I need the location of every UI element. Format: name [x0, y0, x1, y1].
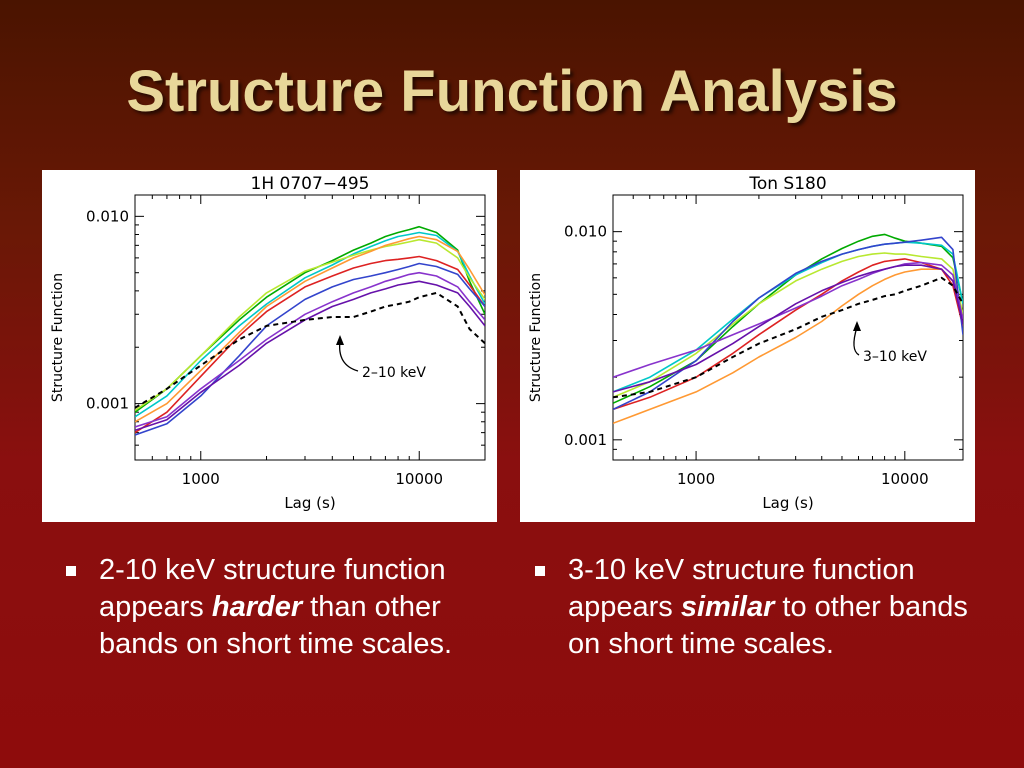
annotation-arrowhead: [336, 335, 344, 345]
x-tick-label: 10000: [881, 470, 929, 488]
series-line: [135, 280, 485, 432]
bullet-text-right: 3-10 keV structure function appears simi…: [568, 552, 975, 663]
structure-function-chart-tons180: 1000 10000 0.001 0.010 Ton S180 Lag (s) Struct…: [528, 174, 964, 512]
annotation-text: 3–10 keV: [863, 349, 927, 365]
y-tick-label: 0.001: [86, 395, 129, 413]
y-tick-label: 0.001: [564, 431, 607, 449]
annotation-arrow-line: [853, 326, 860, 356]
structure-function-chart-1h0707: 1000 10000 0.001 0.010 1H 0707−495 Lag (s) Str…: [50, 174, 486, 512]
bullet-text-pre: 2-10 keV structure function appears: [99, 554, 446, 623]
x-axis-label: Lag (s): [762, 494, 813, 512]
series-line: [613, 264, 963, 393]
x-axis-label: Lag (s): [284, 494, 335, 512]
x-tick-label: 1000: [182, 470, 220, 488]
bullet-text-post: to other bands on short time scales.: [568, 591, 968, 660]
bullet-marker: [66, 566, 76, 576]
series-line: [135, 225, 485, 413]
bullet-text-left: 2-10 keV structure function appears hard…: [99, 552, 511, 663]
chart-panel-1h0707: 1000 10000 0.001 0.010 1H 0707−495 Lag (s) Str…: [42, 170, 497, 522]
x-tick-label: 1000: [677, 470, 715, 488]
bullet-left: 2-10 keV structure function appears hard…: [66, 552, 511, 663]
series-line: [135, 238, 485, 412]
x-tick-label: 10000: [395, 470, 443, 488]
series-line-dashed: [135, 291, 485, 409]
y-axis-label: Structure Function: [50, 273, 66, 402]
plot-frame: [612, 194, 964, 461]
bullet-text-pre: 3-10 keV structure function appears: [568, 554, 915, 623]
y-tick-label: 0.010: [564, 223, 607, 241]
chart-title: 1H 0707−495: [251, 174, 370, 194]
slide-title: Structure Function Analysis: [126, 59, 898, 124]
bullet-right: 3-10 keV structure function appears simi…: [535, 552, 975, 663]
chart-panel-tons180: 1000 10000 0.001 0.010 Ton S180 Lag (s) Struct…: [520, 170, 975, 522]
chart-title: Ton S180: [748, 174, 826, 194]
annotation-arrow-line: [338, 340, 359, 372]
series-line: [135, 271, 485, 428]
series-line: [613, 236, 963, 411]
y-axis-label: Structure Function: [528, 273, 544, 402]
series-line-dashed: [613, 276, 963, 399]
series-line: [135, 255, 485, 434]
bullet-text-emphasis: similar: [680, 591, 775, 623]
bullet-text-emphasis: harder: [211, 591, 303, 623]
series-line: [135, 262, 485, 436]
series-line: [135, 231, 485, 418]
annotation-arrowhead: [853, 321, 861, 331]
annotation-text: 2–10 keV: [362, 365, 426, 381]
bullet-marker: [535, 566, 545, 576]
series-line: [135, 235, 485, 423]
series-line: [613, 258, 963, 411]
series-line: [613, 261, 963, 378]
y-tick-label: 0.010: [86, 207, 129, 225]
plot-frame: [134, 194, 486, 461]
bullet-text-post: than other bands on short time scales.: [99, 591, 453, 660]
series-line: [613, 268, 963, 425]
